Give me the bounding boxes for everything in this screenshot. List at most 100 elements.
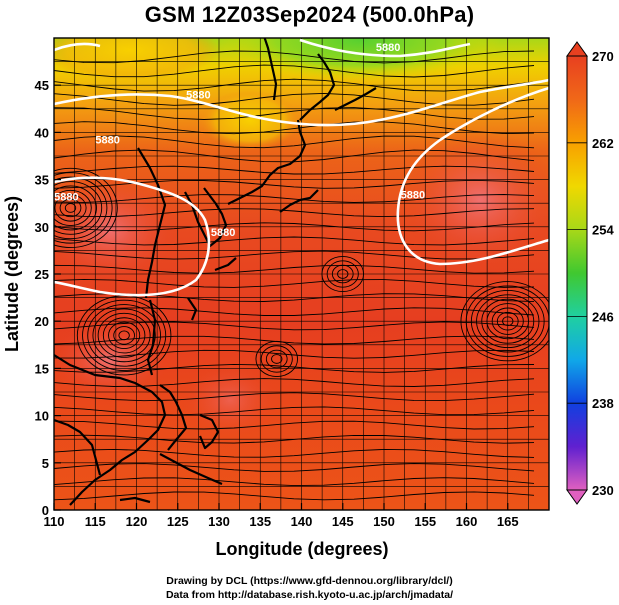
streamline (54, 149, 535, 163)
streamline (54, 477, 535, 487)
credit-drawing: Drawing by DCL (https://www.gfd-dennou.o… (166, 575, 453, 587)
streamline (54, 264, 535, 274)
colorbar-label: 230 (592, 483, 614, 498)
streamline (64, 203, 77, 213)
y-tick-label: 10 (35, 409, 49, 424)
streamline (54, 181, 103, 235)
streamline (82, 299, 167, 371)
colorbar-bar (566, 55, 588, 491)
streamline (54, 78, 535, 92)
streamline (87, 304, 161, 367)
colorbar: 270 262 254 246 238 230 (566, 41, 614, 505)
streamline (260, 345, 293, 373)
colorbar-label: 254 (592, 223, 614, 238)
streamline (54, 335, 535, 345)
streamline (102, 317, 146, 354)
x-tick-label: 150 (373, 514, 395, 529)
contour-label: 5880 (211, 227, 235, 239)
colorbar-bottom-arrow (566, 489, 588, 505)
y-tick-label: 5 (42, 456, 49, 471)
streamline (76, 295, 172, 376)
streamline (54, 194, 87, 222)
colorbar-label: 246 (592, 309, 614, 324)
colorbar-top-arrow (566, 41, 588, 57)
x-tick-label: 110 (44, 514, 65, 529)
streamline (54, 107, 535, 120)
streamline (54, 167, 118, 248)
streamline (54, 406, 535, 416)
y-tick-label: 30 (35, 220, 49, 235)
streamline (118, 330, 130, 341)
chart-title: GSM 12Z03Sep2024 (500.0hPa) (144, 2, 475, 27)
streamline (54, 179, 535, 189)
streamline (54, 50, 535, 64)
streamline (271, 354, 283, 364)
y-tick-label: 20 (35, 314, 49, 329)
streamline (54, 194, 535, 203)
x-axis-label: Longitude (degrees) (215, 539, 388, 559)
x-tick-label: 155 (414, 514, 436, 529)
y-tick-label: 45 (35, 78, 49, 93)
streamline (54, 278, 535, 288)
streamline (54, 448, 535, 458)
streamline (460, 281, 549, 362)
streamline (54, 222, 535, 232)
contour-label: 5880 (401, 189, 425, 201)
streamline (255, 340, 299, 378)
streamline (54, 121, 535, 135)
streamline (54, 378, 535, 387)
x-tick-label: 115 (85, 514, 106, 529)
streamline (54, 349, 535, 359)
coastlines (54, 38, 377, 506)
contour-label-group: 5880 5880 5880 5880 5880 5880 (54, 42, 425, 239)
y-tick-label: 25 (35, 267, 49, 282)
streamline (54, 189, 92, 226)
colorbar-label: 262 (592, 136, 614, 151)
streamline (54, 208, 535, 218)
x-tick-label: 135 (249, 514, 271, 529)
x-tick-label: 165 (497, 514, 519, 529)
streamline (54, 92, 535, 106)
x-tick-label: 160 (456, 514, 478, 529)
y-tick-label: 15 (35, 361, 49, 376)
streamline (54, 176, 108, 240)
colorbar-label: 238 (592, 396, 614, 411)
x-tick-label: 130 (208, 514, 230, 529)
contour-label: 5880 (95, 135, 119, 147)
streamline (265, 349, 288, 369)
y-tick-label: 0 (42, 503, 49, 518)
streamline (54, 64, 535, 78)
contour-lines (54, 38, 549, 297)
streamline (54, 165, 535, 175)
y-tick-label: 40 (35, 125, 49, 140)
streamline (54, 236, 535, 246)
streamline (108, 321, 141, 349)
y-axis-label: Latitude (degrees) (2, 196, 22, 352)
contour-label: 5880 (186, 89, 210, 101)
streamline (54, 392, 535, 402)
y-axis: 0 5 10 15 20 25 30 35 40 45 (35, 78, 61, 518)
lat-lon-grid (54, 38, 549, 510)
streamline (97, 312, 151, 358)
streamline (92, 308, 156, 363)
colorbar-label: 270 (592, 49, 614, 64)
x-tick-label: 125 (167, 514, 189, 529)
contour-label: 5880 (54, 191, 78, 203)
streamline (54, 307, 535, 316)
streamline (54, 135, 535, 149)
streamline (54, 250, 535, 260)
streamline (54, 321, 535, 331)
streamline (113, 326, 135, 345)
wind-streamlines (54, 50, 549, 501)
x-tick-label: 145 (332, 514, 354, 529)
streamline (54, 420, 535, 430)
streamline (54, 491, 535, 501)
streamline (54, 463, 535, 472)
streamline (54, 434, 535, 444)
x-axis: 110 115 120 125 130 135 140 145 150 155 160 165 (44, 503, 519, 529)
x-tick-label: 120 (126, 514, 148, 529)
x-tick-label: 140 (291, 514, 313, 529)
streamline (54, 172, 113, 244)
y-tick-label: 35 (35, 173, 49, 188)
